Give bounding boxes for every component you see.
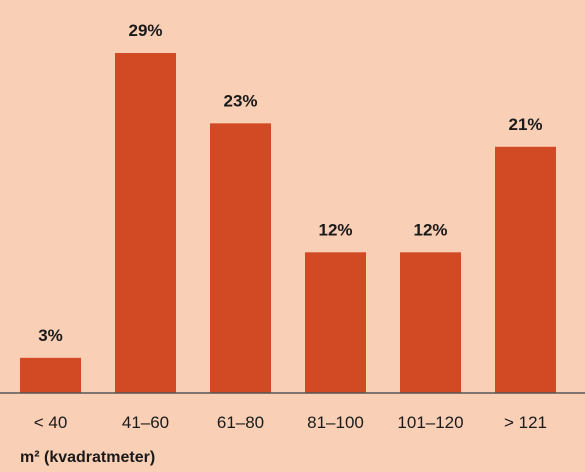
value-label-4: 12% — [413, 220, 447, 239]
value-labels-group: 3% 29% 23% 12% 12% 21% — [38, 21, 542, 345]
x-tick-label-2: 61–80 — [217, 413, 264, 432]
bar-3 — [305, 252, 366, 393]
value-label-0: 3% — [38, 326, 63, 345]
bar-4 — [400, 252, 461, 393]
x-tick-label-1: 41–60 — [122, 413, 169, 432]
value-label-2: 23% — [223, 91, 257, 110]
value-label-5: 21% — [508, 115, 542, 134]
x-tick-label-0: < 40 — [34, 413, 68, 432]
bar-0 — [20, 357, 81, 393]
value-label-1: 29% — [128, 21, 162, 40]
x-tick-labels-group: < 40 41–60 61–80 81–100 101–120 > 121 — [34, 413, 547, 432]
x-tick-label-4: 101–120 — [397, 413, 463, 432]
x-tick-label-5: > 121 — [504, 413, 547, 432]
bars-group — [20, 53, 556, 394]
value-label-3: 12% — [318, 220, 352, 239]
bar-5 — [495, 146, 556, 393]
x-tick-label-3: 81–100 — [307, 413, 364, 432]
bar-2 — [210, 123, 271, 394]
bar-1 — [115, 53, 176, 393]
x-axis-title: m² (kvadratmeter) — [20, 449, 155, 466]
